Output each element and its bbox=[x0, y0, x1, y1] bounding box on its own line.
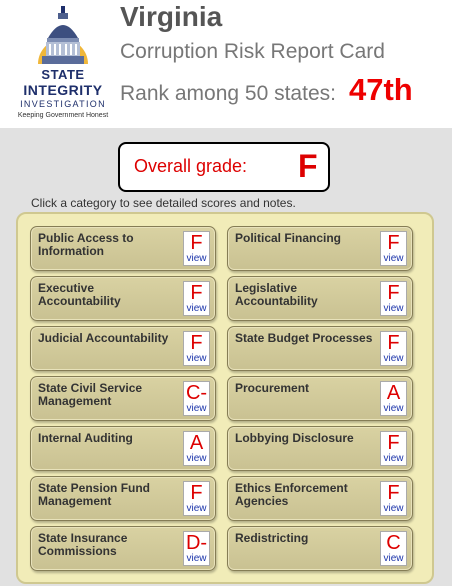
grade-letter: F bbox=[387, 432, 400, 454]
grade-letter: D- bbox=[185, 532, 208, 554]
state-integrity-logo[interactable]: STATE INTEGRITY INVESTIGATION Keeping Go… bbox=[10, 4, 116, 124]
logo-text-investigation: INVESTIGATION bbox=[20, 99, 106, 109]
view-link[interactable]: view bbox=[186, 553, 207, 564]
category-label: State Civil Service Management bbox=[38, 381, 143, 408]
category-label: Executive Accountability bbox=[38, 281, 121, 308]
category-state-insurance-commissions[interactable]: State Insurance Commissions D- view bbox=[30, 526, 216, 571]
grade-box[interactable]: D- view bbox=[183, 531, 210, 566]
category-redistricting[interactable]: Redistricting C view bbox=[227, 526, 413, 571]
category-ethics-enforcement-agencies[interactable]: Ethics Enforcement Agencies F view bbox=[227, 476, 413, 521]
report-subtitle: Corruption Risk Report Card bbox=[120, 40, 385, 63]
category-label: State Budget Processes bbox=[235, 331, 373, 345]
category-label: Redistricting bbox=[235, 531, 309, 545]
category-label: Ethics Enforcement Agencies bbox=[235, 481, 348, 508]
view-link[interactable]: view bbox=[383, 553, 404, 564]
instructions-text: Click a category to see detailed scores … bbox=[31, 196, 296, 210]
category-label: Internal Auditing bbox=[38, 431, 133, 445]
category-label: Lobbying Disclosure bbox=[235, 431, 354, 445]
grade-letter: F bbox=[387, 332, 400, 354]
category-label: Judicial Accountability bbox=[38, 331, 169, 345]
category-lobbying-disclosure[interactable]: Lobbying Disclosure F view bbox=[227, 426, 413, 471]
category-judicial-accountability[interactable]: Judicial Accountability F view bbox=[30, 326, 216, 371]
grade-box[interactable]: F view bbox=[183, 231, 210, 266]
view-link[interactable]: view bbox=[383, 253, 404, 264]
view-link[interactable]: view bbox=[186, 403, 207, 414]
grade-letter: F bbox=[190, 282, 203, 304]
overall-grade-box: Overall grade: F bbox=[118, 142, 330, 192]
grade-letter: F bbox=[387, 482, 400, 504]
grade-letter: C- bbox=[185, 382, 208, 404]
category-label: Political Financing bbox=[235, 231, 342, 245]
view-link[interactable]: view bbox=[186, 303, 207, 314]
category-state-civil-service-management[interactable]: State Civil Service Management C- view bbox=[30, 376, 216, 421]
logo-tagline: Keeping Government Honest bbox=[17, 112, 109, 119]
category-executive-accountability[interactable]: Executive Accountability F view bbox=[30, 276, 216, 321]
view-link[interactable]: view bbox=[186, 353, 207, 364]
grade-box[interactable]: F view bbox=[183, 281, 210, 316]
state-name: Virginia bbox=[120, 1, 223, 32]
grade-box[interactable]: C- view bbox=[183, 381, 210, 416]
logo-text-state: STATE bbox=[41, 67, 85, 82]
grade-letter: A bbox=[386, 382, 401, 404]
view-link[interactable]: view bbox=[186, 503, 207, 514]
grade-box[interactable]: A view bbox=[183, 431, 210, 466]
grade-box[interactable]: F view bbox=[380, 331, 407, 366]
view-link[interactable]: view bbox=[383, 403, 404, 414]
category-political-financing[interactable]: Political Financing F view bbox=[227, 226, 413, 271]
capitol-dome-icon bbox=[38, 6, 88, 64]
grade-letter: F bbox=[190, 332, 203, 354]
grade-box[interactable]: F view bbox=[380, 481, 407, 516]
category-label: State Insurance Commissions bbox=[38, 531, 128, 558]
view-link[interactable]: view bbox=[186, 453, 207, 464]
grade-letter: A bbox=[189, 432, 204, 454]
grade-letter: F bbox=[387, 232, 400, 254]
grade-box[interactable]: F view bbox=[380, 231, 407, 266]
category-public-access-to-information[interactable]: Public Access to Information F view bbox=[30, 226, 216, 271]
rank-value: 47th bbox=[349, 72, 413, 107]
report-header: STATE INTEGRITY INVESTIGATION Keeping Go… bbox=[0, 0, 452, 128]
category-state-pension-fund-management[interactable]: State Pension Fund Management F view bbox=[30, 476, 216, 521]
category-state-budget-processes[interactable]: State Budget Processes F view bbox=[227, 326, 413, 371]
view-link[interactable]: view bbox=[383, 303, 404, 314]
grade-box[interactable]: C view bbox=[380, 531, 407, 566]
grade-letter: F bbox=[190, 482, 203, 504]
overall-grade-value: F bbox=[298, 148, 318, 184]
grade-letter: C bbox=[386, 532, 401, 554]
view-link[interactable]: view bbox=[186, 253, 207, 264]
category-legislative-accountability[interactable]: Legislative Accountability F view bbox=[227, 276, 413, 321]
category-label: State Pension Fund Management bbox=[38, 481, 151, 508]
grade-box[interactable]: F view bbox=[183, 481, 210, 516]
view-link[interactable]: view bbox=[383, 353, 404, 364]
grade-box[interactable]: F view bbox=[183, 331, 210, 366]
category-internal-auditing[interactable]: Internal Auditing A view bbox=[30, 426, 216, 471]
overall-grade-label: Overall grade: bbox=[134, 156, 248, 176]
view-link[interactable]: view bbox=[383, 453, 404, 464]
grade-box[interactable]: F view bbox=[380, 431, 407, 466]
rank-label: Rank among 50 states: bbox=[120, 82, 336, 105]
category-label: Procurement bbox=[235, 381, 310, 395]
grade-letter: F bbox=[190, 232, 203, 254]
grade-box[interactable]: F view bbox=[380, 281, 407, 316]
category-procurement[interactable]: Procurement A view bbox=[227, 376, 413, 421]
categories-panel: Public Access to Information F view Poli… bbox=[16, 212, 434, 584]
view-link[interactable]: view bbox=[383, 503, 404, 514]
category-label: Legislative Accountability bbox=[235, 281, 318, 308]
grade-letter: F bbox=[387, 282, 400, 304]
grade-box[interactable]: A view bbox=[380, 381, 407, 416]
category-label: Public Access to Information bbox=[38, 231, 134, 258]
logo-text-integrity: INTEGRITY bbox=[23, 82, 103, 98]
